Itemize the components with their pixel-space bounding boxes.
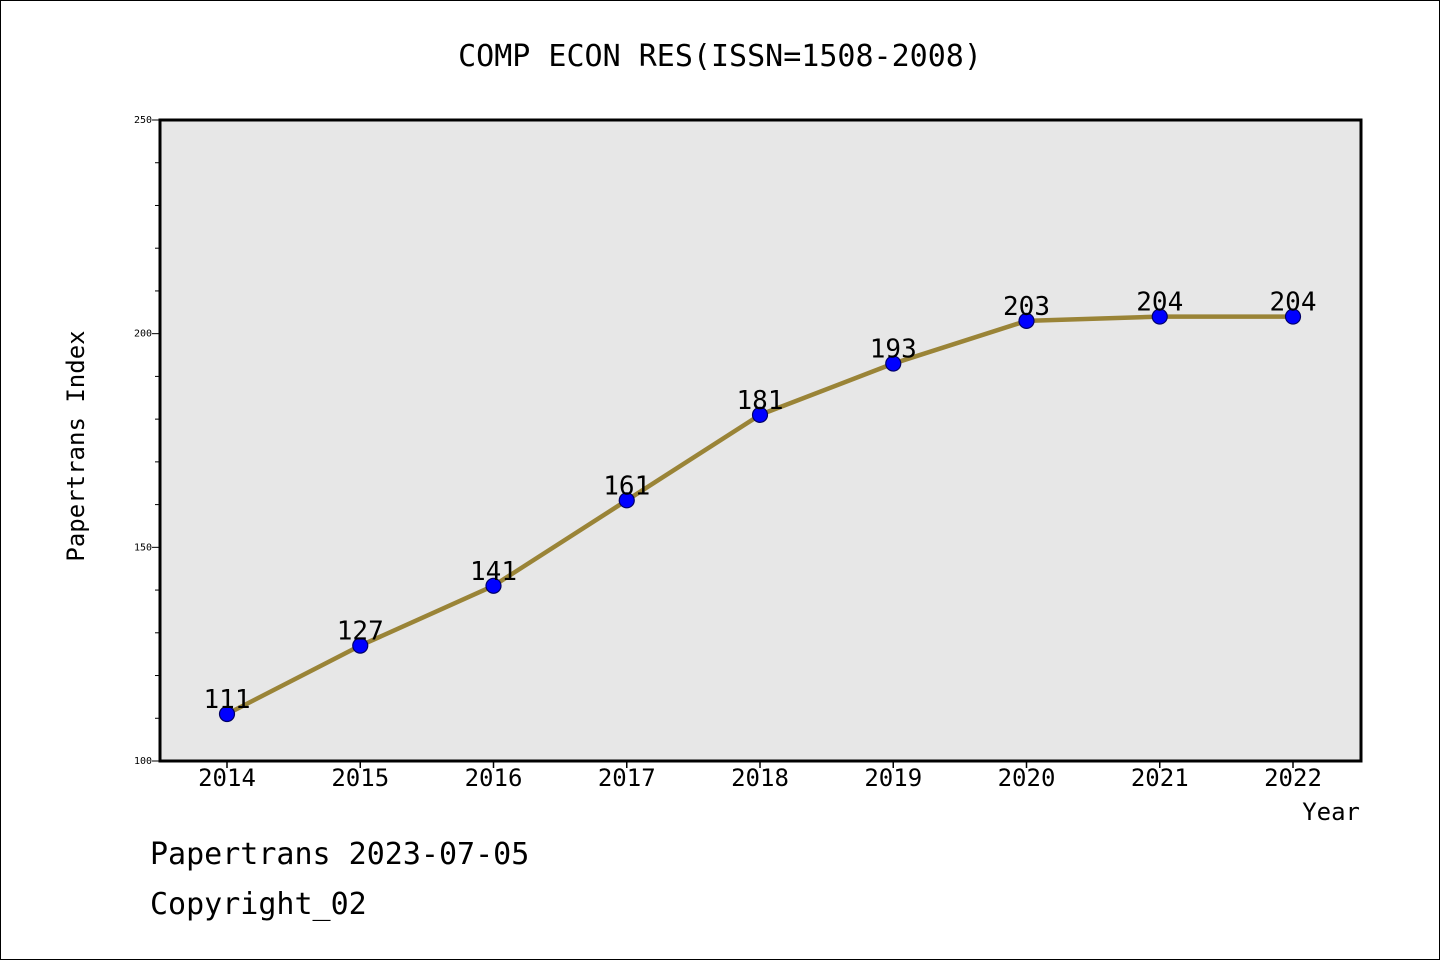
footer-date: Papertrans 2023-07-05 [150,837,529,872]
data-label: 204 [1270,288,1317,318]
data-point [751,406,769,423]
data-labels: 111 127 141 161 181 193 203 204 204 [204,288,1317,715]
data-point [1018,312,1035,329]
x-tick-label: 2014 [198,764,256,792]
y-axis: 100 150 200 250 [134,115,160,767]
series-markers [218,308,1302,723]
data-point [1284,308,1302,325]
y-tick-label: 150 [134,542,152,553]
data-point [485,577,502,594]
data-point [885,355,902,372]
footer-copyright: Copyright_02 [150,887,367,922]
data-label: 127 [337,617,384,647]
data-label: 141 [470,557,517,587]
data-point [218,705,236,723]
y-tick-label: 250 [134,115,152,126]
data-label: 111 [204,685,251,715]
y-tick-label: 200 [134,329,152,340]
data-label: 161 [603,471,650,501]
x-tick-label: 2017 [598,764,656,792]
y-tick-label: 100 [134,756,152,767]
plot-area [158,118,1363,763]
data-label: 204 [1136,288,1183,318]
data-point [1151,308,1168,325]
chart-title: COMP ECON RES(ISSN=1508-2008) [458,39,982,74]
x-tick-label: 2019 [864,764,922,792]
x-tick-label: 2020 [998,764,1056,792]
data-point [618,492,635,509]
x-axis-title: Year [1302,798,1360,826]
x-tick-label: 2016 [465,764,523,792]
data-point [352,637,369,654]
y-axis-title: Papertrans Index [62,330,90,561]
x-tick-label: 2021 [1131,764,1189,792]
data-label: 181 [737,386,784,416]
data-label: 203 [1003,292,1050,322]
data-label: 193 [870,335,917,365]
x-tick-label: 2018 [731,764,789,792]
x-tick-label: 2015 [331,764,389,792]
x-tick-label: 2022 [1264,764,1322,792]
x-axis: 2014 2015 2016 2017 2018 2019 2020 2021 2022 [198,761,1322,792]
